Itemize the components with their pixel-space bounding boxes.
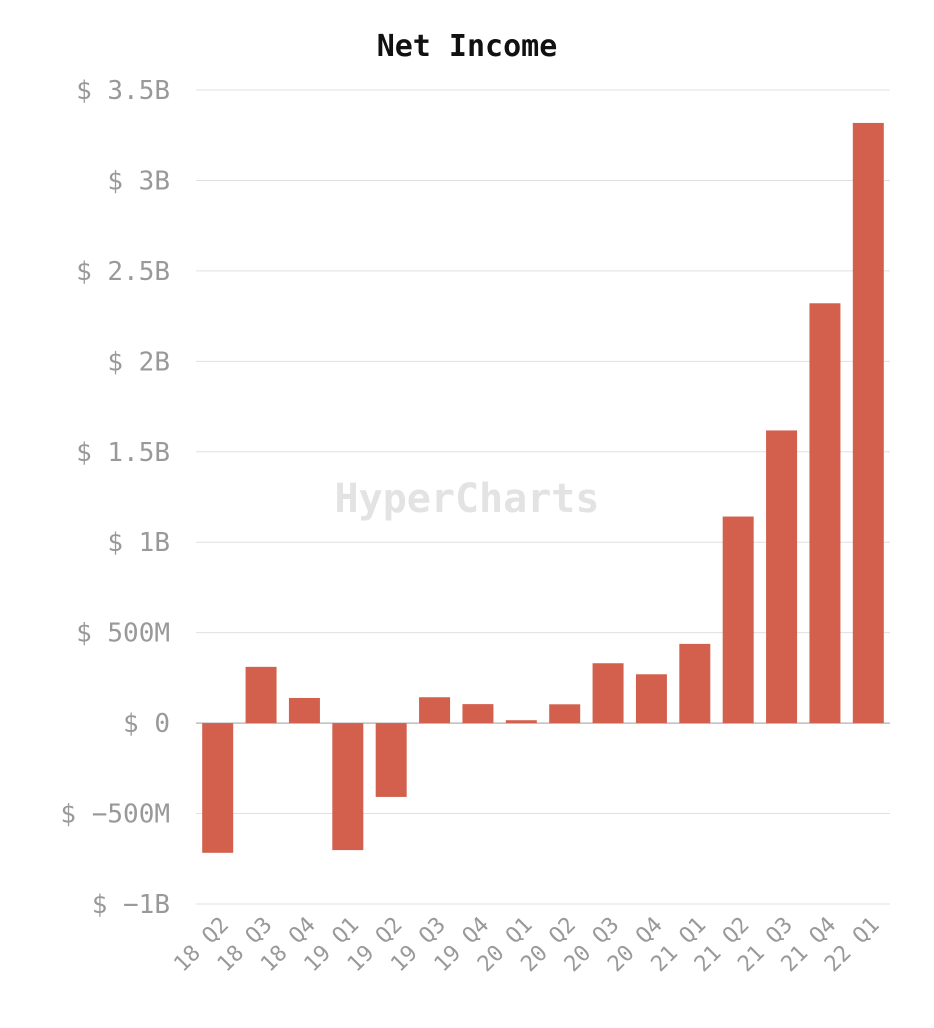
chart-title: Net Income [377,29,558,64]
bar [332,723,364,851]
bar [288,697,320,724]
bar [679,643,711,724]
bar [202,723,234,853]
y-axis-ticks: $ −1B $ −500M $ 0 $ 500M $ 1B $ 1.5B $ 2B $ 2.5… [60,76,170,920]
y-tick-label: $ −500M [60,800,170,830]
bars [202,122,884,853]
bar [505,720,537,724]
bar [375,723,407,797]
bar [592,663,624,724]
bar [245,666,277,724]
y-tick-label: $ −1B [92,890,170,920]
y-tick-label: $ 0 [123,709,170,739]
bar [549,704,581,724]
bar [419,697,451,724]
bar [852,122,884,724]
y-tick-label: $ 500M [76,619,170,649]
bar [635,674,667,724]
y-tick-label: $ 1.5B [76,438,170,468]
watermark: HyperCharts [335,476,600,522]
y-tick-label: $ 2.5B [76,257,170,287]
y-tick-label: $ 2B [107,347,170,377]
bar [766,430,798,724]
bar [722,516,754,724]
y-tick-label: $ 3.5B [76,76,170,106]
y-tick-label: $ 1B [107,528,170,558]
bar [809,303,841,724]
y-tick-label: $ 3B [107,166,170,196]
bar [462,704,494,724]
